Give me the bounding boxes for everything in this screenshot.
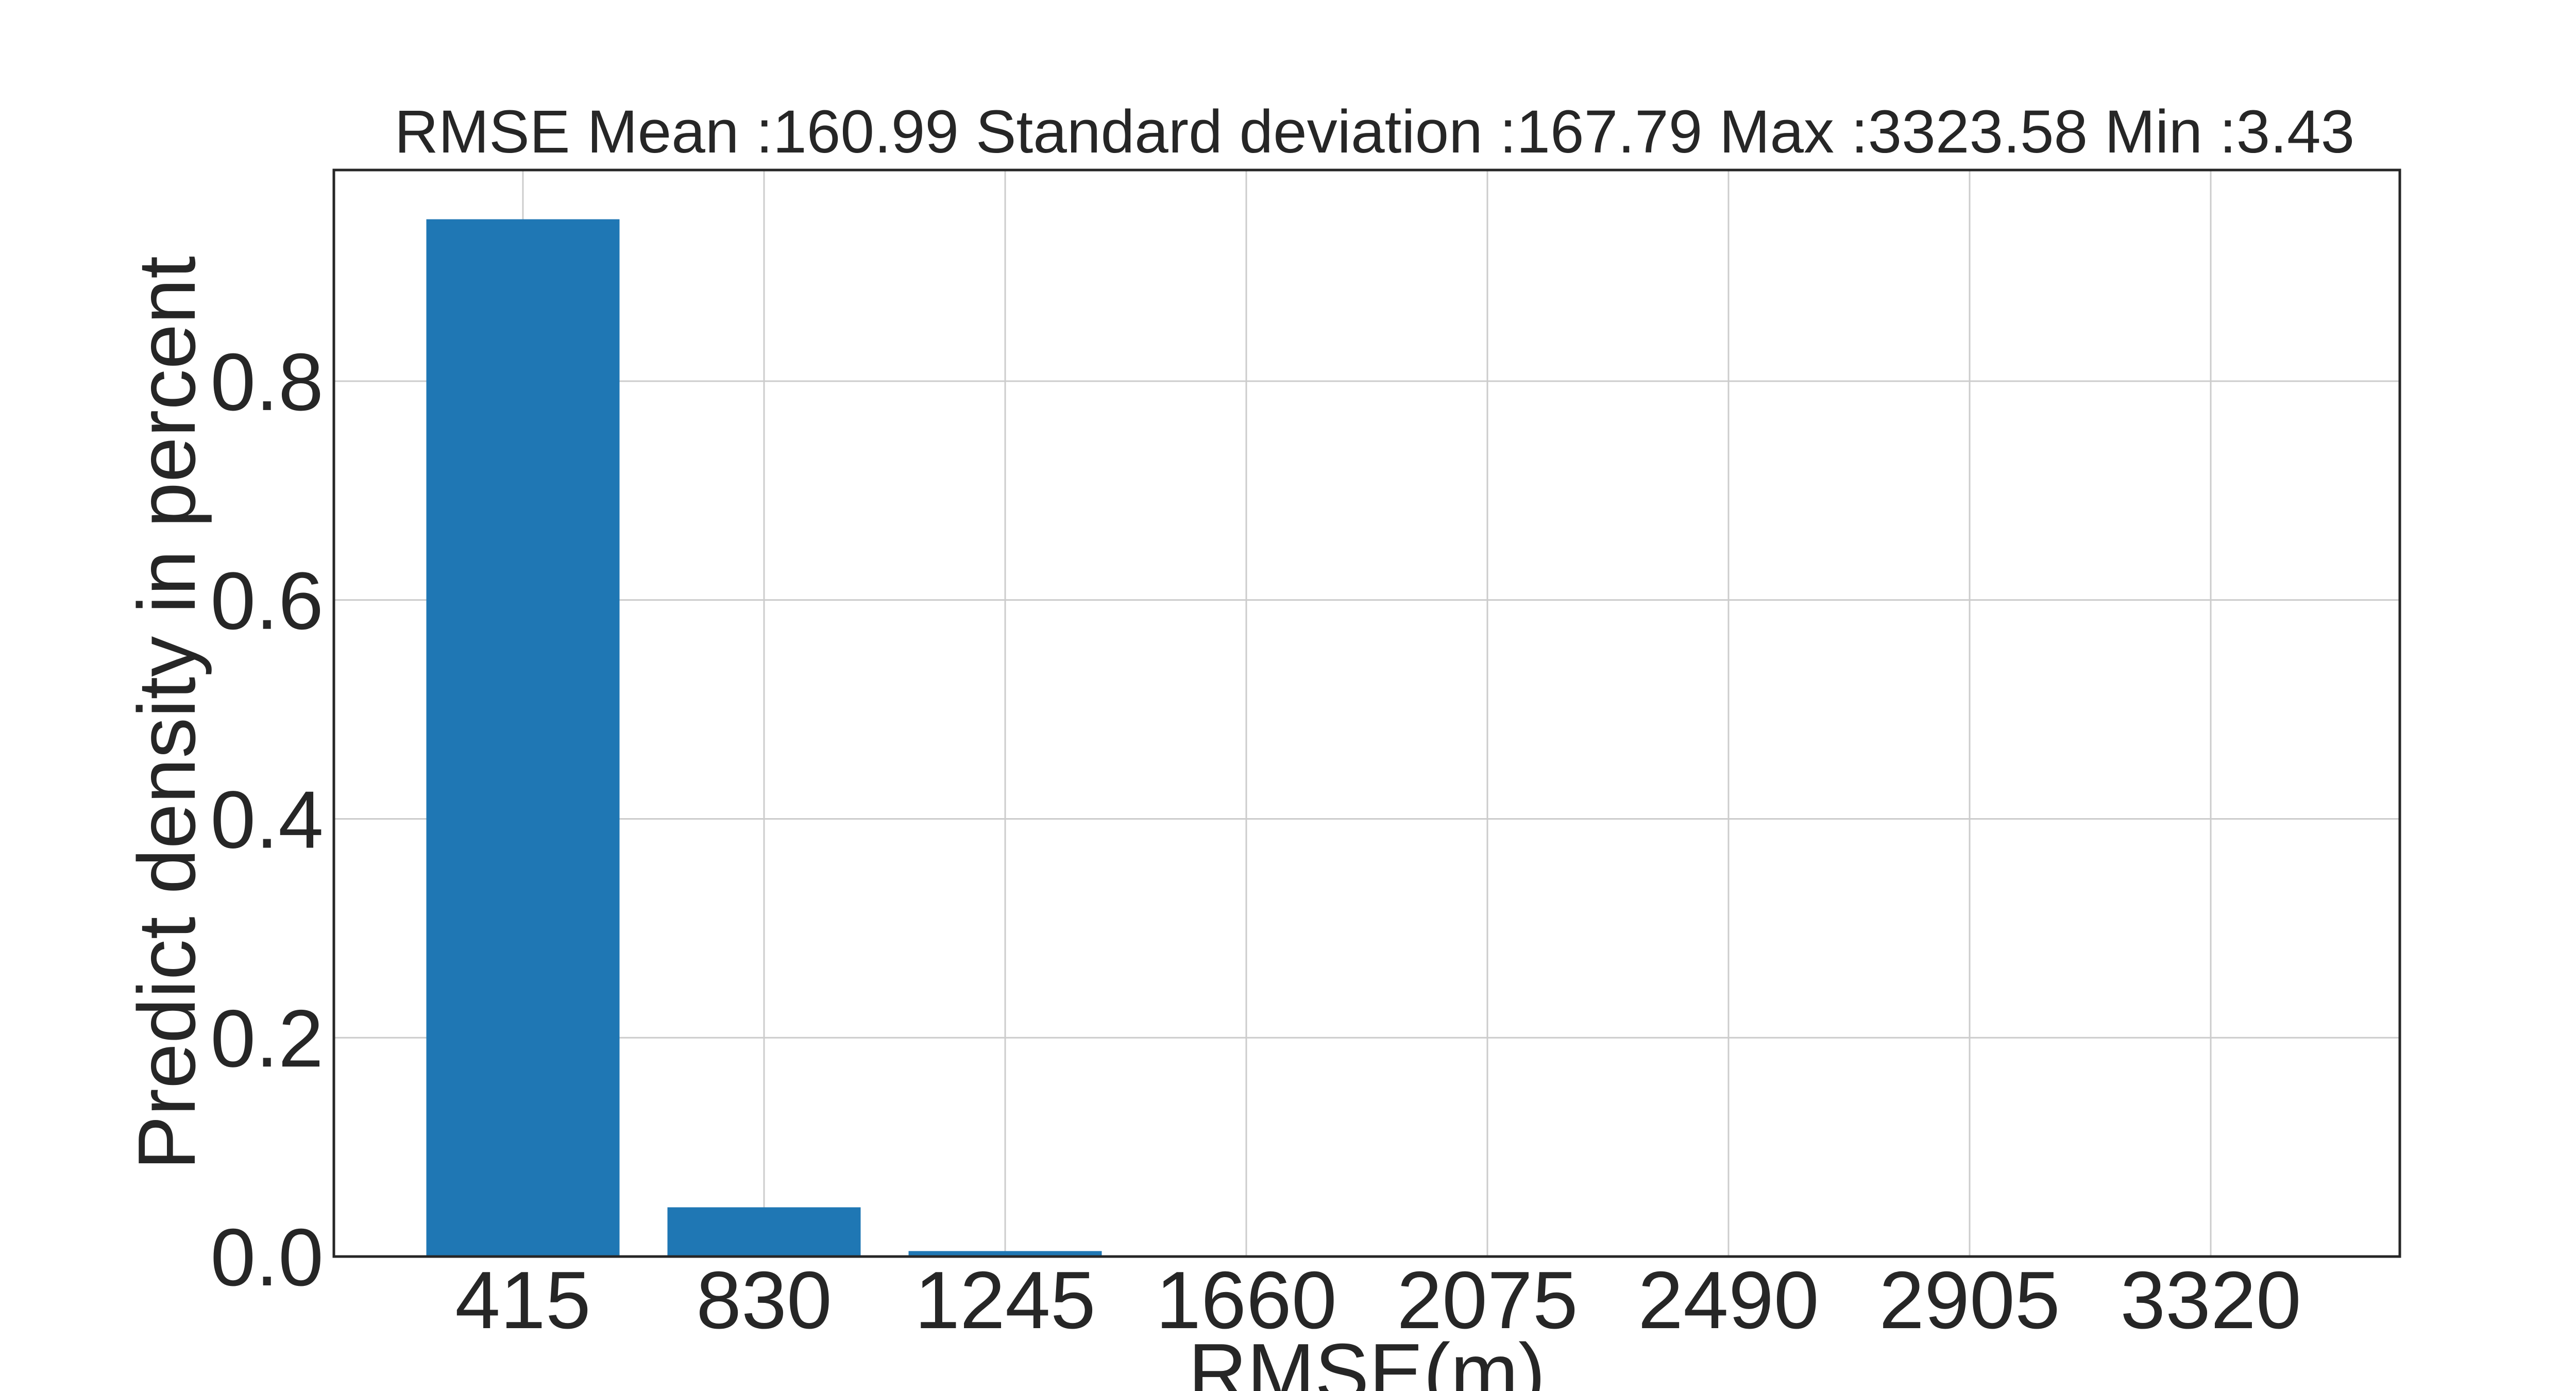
x-tick-label: 2490: [1638, 1255, 1819, 1346]
y-tick-label: 0.0: [210, 1212, 324, 1303]
x-tick-label: 2905: [1879, 1255, 2060, 1346]
y-tick-label: 0.8: [210, 337, 324, 428]
x-tick-label: 1660: [1156, 1255, 1337, 1346]
x-axis-ticks: 415 830 1245 1660 2075 2490 2905 3320: [455, 1255, 2301, 1346]
x-tick-label: 1245: [914, 1255, 1096, 1346]
plot-area-frame: [332, 168, 2401, 1258]
x-axis-label: RMSE(m): [1188, 1327, 1545, 1391]
bar: [667, 1207, 861, 1257]
x-tick-label: 3320: [2120, 1255, 2301, 1346]
bar: [908, 1251, 1102, 1257]
x-tick-label: 415: [455, 1255, 591, 1346]
x-tick-label: 2075: [1397, 1255, 1578, 1346]
bars: [426, 219, 1343, 1257]
bar: [426, 219, 620, 1257]
x-tick-label: 830: [696, 1255, 832, 1346]
y-tick-label: 0.2: [210, 993, 324, 1084]
chart-title: RMSE Mean :160.99 Standard deviation :16…: [395, 98, 2355, 166]
grid-lines: [334, 170, 2400, 1258]
y-tick-label: 0.4: [210, 774, 324, 865]
y-tick-label: 0.6: [210, 556, 324, 647]
y-axis-label: Predict density in percent: [122, 256, 212, 1170]
y-axis-ticks: 0.0 0.2 0.4 0.6 0.8: [210, 337, 324, 1303]
